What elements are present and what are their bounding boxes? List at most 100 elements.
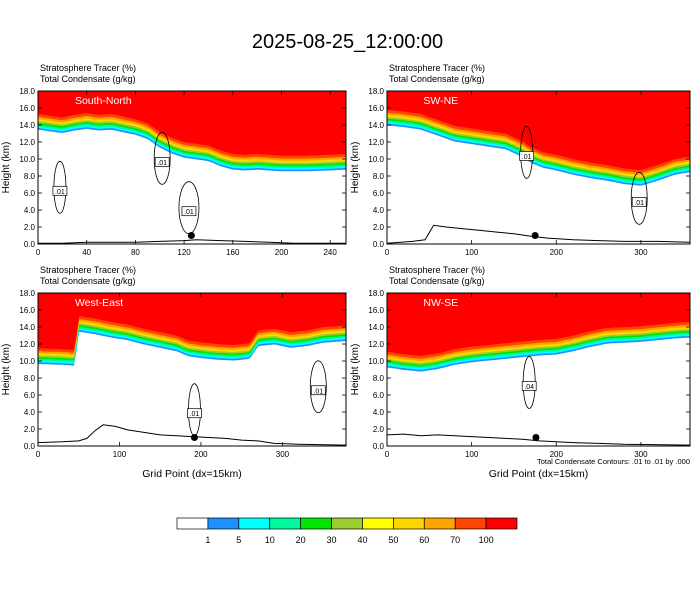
- y-tick-label: 6.0: [373, 189, 385, 198]
- panel-label: NW-SE: [423, 297, 458, 309]
- contour-label-box: [154, 157, 170, 167]
- y-tick-label: 2.0: [373, 223, 385, 232]
- x-tick-label: 240: [323, 248, 337, 257]
- colorbar-swatch: [269, 517, 301, 530]
- plot-frame: [37, 292, 347, 447]
- x-tick-label: 100: [465, 248, 479, 257]
- y-tick-label: 6.0: [24, 391, 36, 400]
- contour-label: .04: [524, 384, 534, 391]
- tracer-core: [38, 293, 346, 350]
- contour-label: .01: [313, 388, 323, 395]
- location-marker: [187, 232, 195, 239]
- y-tick-label: 2.0: [24, 223, 36, 232]
- contour-label: .01: [184, 209, 194, 216]
- y-tick-label: 0.0: [24, 240, 36, 249]
- y-tick-label: 18.0: [368, 289, 384, 298]
- x-tick-label: 300: [634, 450, 648, 459]
- contour-label: .01: [190, 411, 200, 418]
- colorbar-label: 50: [388, 535, 398, 545]
- x-tick-label: 200: [550, 450, 564, 459]
- subtitle-tracer: Stratosphere Tracer (%): [389, 63, 485, 73]
- y-tick-label: 16.0: [19, 306, 35, 315]
- y-tick-label: 4.0: [373, 206, 385, 215]
- y-tick-label: 10.0: [19, 357, 35, 366]
- panel-west-east: .01 .01 0.0 2.0 4.0 6.0 8.0 10.0 12.0 14.0 16.0 18.…: [1, 265, 347, 480]
- colorbar-label: 10: [265, 535, 275, 545]
- x-tick-label: 0: [385, 248, 390, 257]
- panel-label: SW-NE: [423, 95, 458, 107]
- y-tick-label: 12.0: [19, 340, 35, 349]
- y-tick-label: 6.0: [24, 189, 36, 198]
- location-marker: [532, 434, 540, 441]
- subtitle-condensate: Total Condensate (g/kg): [40, 276, 136, 286]
- contour-label-box: [519, 151, 535, 161]
- contour-label-box: [187, 408, 202, 419]
- x-tick-label: 200: [194, 450, 208, 459]
- colorbar-label: 20: [296, 535, 306, 545]
- y-tick-label: 12.0: [368, 340, 384, 349]
- y-tick-label: 12.0: [368, 138, 384, 147]
- y-tick-label: 0.0: [373, 240, 385, 249]
- figure-title: 2025-08-25_12:00:00: [251, 31, 444, 53]
- subtitle-condensate: Total Condensate (g/kg): [40, 74, 136, 84]
- panel-nw-se: .04 0.0 2.0 4.0 6.0 8.0 10.0 12.0 14.0 16.0 18.0 0 1…: [350, 265, 691, 480]
- contour-label: .01: [522, 154, 532, 161]
- x-tick-label: 100: [465, 450, 479, 459]
- colorbar-label: 70: [450, 535, 460, 545]
- y-tick-label: 18.0: [19, 87, 35, 96]
- colorbar-label: 40: [357, 535, 367, 545]
- y-tick-label: 0.0: [24, 442, 36, 451]
- plot-area: [387, 91, 690, 244]
- y-tick-label: 10.0: [368, 357, 384, 366]
- y-tick-label: 16.0: [368, 306, 384, 315]
- y-tick-label: 2.0: [373, 425, 385, 434]
- y-tick-label: 2.0: [24, 425, 36, 434]
- contour-label: .01: [634, 200, 644, 207]
- y-tick-label: 4.0: [373, 408, 385, 417]
- colorbar-swatch: [300, 517, 332, 530]
- tracer-core: [38, 91, 346, 156]
- colorbar-swatch: [331, 517, 363, 530]
- plot-frame: [386, 90, 691, 245]
- colorbar-swatch: [176, 517, 209, 530]
- y-tick-label: 14.0: [19, 323, 35, 332]
- x-tick-label: 100: [113, 450, 127, 459]
- y-tick-label: 8.0: [24, 172, 36, 181]
- colorbar-label: 30: [327, 535, 337, 545]
- contour-label-box: [631, 197, 647, 207]
- y-axis-label: Height (km): [1, 142, 12, 194]
- colorbar-swatch: [238, 517, 271, 530]
- y-tick-label: 6.0: [373, 391, 385, 400]
- plot-frame: [386, 292, 691, 447]
- y-tick-label: 16.0: [19, 104, 35, 113]
- y-tick-label: 0.0: [373, 442, 385, 451]
- terrain-line: [387, 224, 690, 244]
- y-tick-label: 8.0: [24, 374, 36, 383]
- y-tick-label: 14.0: [368, 323, 384, 332]
- colorbar-swatch: [485, 517, 518, 530]
- y-axis-label: Height (km): [350, 142, 361, 194]
- contour-label-box: [310, 385, 326, 396]
- location-marker: [531, 232, 539, 239]
- subtitle-tracer: Stratosphere Tracer (%): [40, 63, 136, 73]
- x-axis-label: Grid Point (dx=15km): [489, 468, 589, 480]
- contour-label: .01: [157, 160, 167, 167]
- colorbar-swatch: [454, 517, 487, 530]
- subtitle-condensate: Total Condensate (g/kg): [389, 74, 485, 84]
- contour-label-box: [52, 185, 68, 196]
- tracer-core: [387, 293, 690, 356]
- subtitle-tracer: Stratosphere Tracer (%): [40, 265, 136, 275]
- y-tick-label: 4.0: [24, 408, 36, 417]
- colorbar-label: 60: [419, 535, 429, 545]
- colorbar: 1 5 10 20 30 40 50 60 70 100: [176, 517, 518, 545]
- colorbar-label: 5: [236, 535, 241, 545]
- colorbar-swatch: [393, 517, 425, 530]
- y-tick-label: 12.0: [19, 138, 35, 147]
- plot-area: [38, 91, 346, 244]
- y-axis-label: Height (km): [350, 344, 361, 396]
- panel-sw-ne: .01 .01 0.0 2.0 4.0 6.0 8.0 10.0 12.0 14.0 16.0 18.…: [350, 63, 691, 257]
- plot-area: [38, 293, 346, 446]
- x-tick-label: 0: [36, 450, 41, 459]
- panel-label: West-East: [75, 297, 123, 309]
